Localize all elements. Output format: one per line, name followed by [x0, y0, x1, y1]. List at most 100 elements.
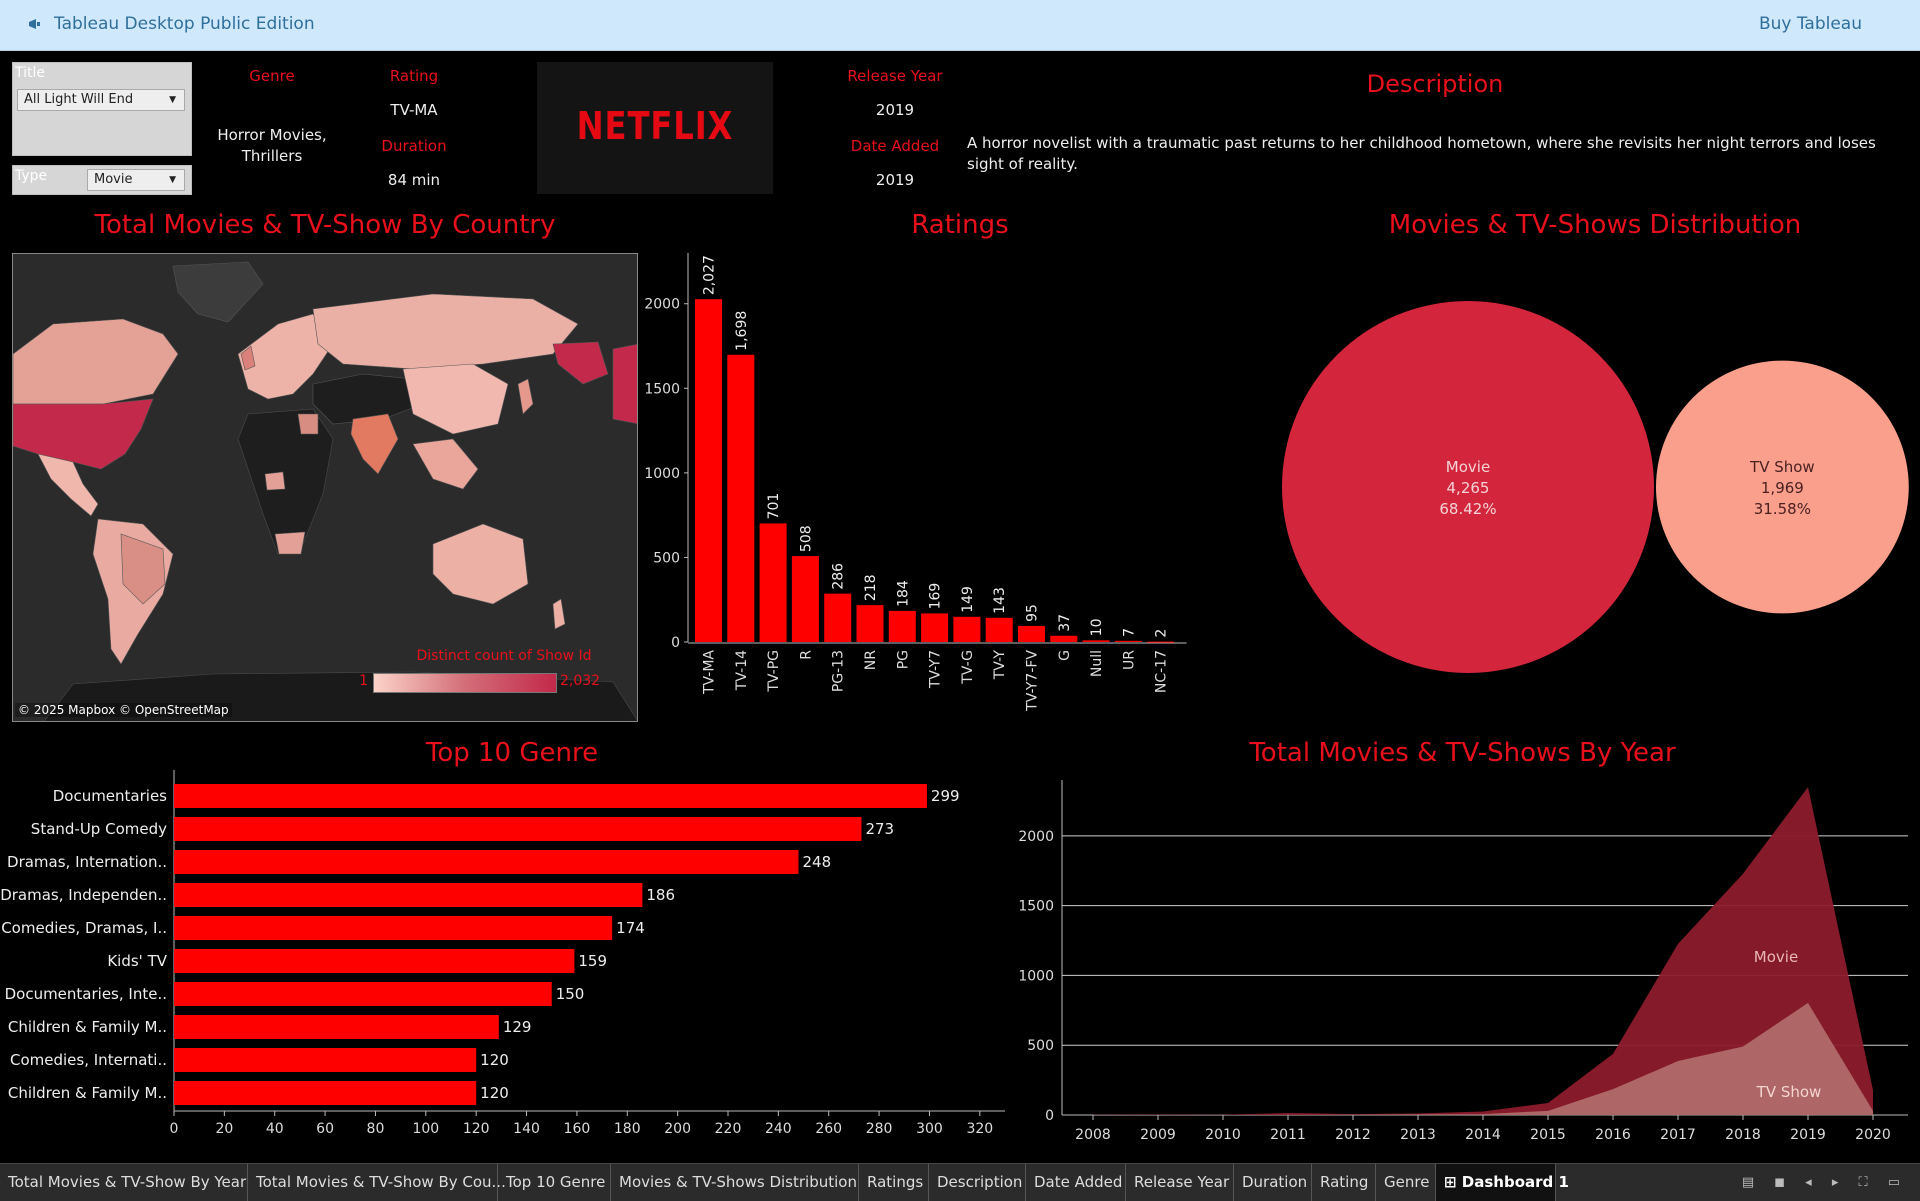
mexico-shape [37, 453, 99, 517]
tab-1[interactable]: Total Movies & TV-Show By Year [0, 1164, 248, 1201]
rating-value-label: 7 [1121, 628, 1137, 637]
japan-shape [517, 378, 534, 415]
genre-category-label: Comedies, Internati.. [10, 1051, 167, 1069]
rating-bar [824, 593, 852, 642]
date-added-value: 2019 [875, 171, 915, 189]
tab-8[interactable]: Release Year [1126, 1164, 1234, 1201]
tab-nav-controls[interactable]: ▤ ◼ ◂ ▸ ⛶ ▭ [1741, 1175, 1908, 1190]
usa-shape [13, 398, 154, 470]
x-tick-label: 2008 [1075, 1127, 1111, 1143]
tab-6[interactable]: Description [929, 1164, 1026, 1201]
circle-category-label: TV Show [1749, 458, 1815, 476]
circle-percent-label: 31.58% [1754, 500, 1811, 518]
x-tick-label: 2020 [1855, 1127, 1891, 1143]
genre-chart[interactable]: 0 20 40 60 80 100 120 140 160 180 200 220 240 260 280 3… [0, 770, 1020, 1140]
tab-7[interactable]: Date Added [1026, 1164, 1126, 1201]
x-tick-label: 2017 [1660, 1127, 1696, 1143]
title-dropdown[interactable]: All Light Will End ▼ [17, 89, 185, 111]
genre-value-label: 299 [931, 787, 960, 805]
x-tick-label: 260 [815, 1121, 842, 1137]
genre-category-label: Stand-Up Comedy [31, 820, 167, 838]
release-year-value: 2019 [875, 101, 915, 119]
type-dropdown-value: Movie [94, 172, 133, 187]
tab-2[interactable]: Total Movies & TV-Show By Cou... [248, 1164, 506, 1201]
year-title: Total Movies & TV-Shows By Year [1249, 738, 1676, 768]
rating-bar [1147, 641, 1175, 643]
rating-bar [1018, 625, 1045, 642]
x-tick-label: 2009 [1140, 1127, 1176, 1143]
tab-12[interactable]: ⊞ Dashboard 1 [1436, 1164, 1569, 1201]
chevron-down-icon: ▼ [169, 175, 176, 185]
x-tick-label: 320 [966, 1121, 993, 1137]
tab-11[interactable]: Genre [1376, 1164, 1436, 1201]
duration-label: Duration [381, 137, 447, 155]
tab-4[interactable]: Movies & TV-Shows Distribution [611, 1164, 859, 1201]
year-chart[interactable]: 0 500 1000 1500 2000 2008 2009 2010 2011 2012 2013… [1000, 770, 1920, 1150]
app-title-bar: Tableau Desktop Public Edition Buy Table… [0, 0, 1920, 51]
tvshow-area [1093, 1002, 1873, 1115]
x-tick-label: 2016 [1595, 1127, 1631, 1143]
uk-shape [240, 345, 256, 371]
rating-category-label: TV-PG [766, 650, 782, 693]
circle-percent-label: 68.42% [1439, 500, 1496, 518]
y-tick-label: 500 [653, 550, 680, 566]
rating-value-label: 37 [1057, 614, 1073, 632]
canada-east-shape [612, 344, 637, 424]
map-attribution[interactable]: © 2025 Mapbox © OpenStreetMap [15, 703, 232, 717]
y-tick-label: 1000 [1018, 968, 1054, 984]
x-tick-label: 120 [463, 1121, 490, 1137]
x-tick-label: 40 [266, 1121, 284, 1137]
x-tick-label: 300 [916, 1121, 943, 1137]
rating-value-label: 701 [766, 493, 782, 520]
genre-bar [174, 949, 575, 973]
movie-series-label: Movie [1754, 948, 1798, 966]
description-label: Description [1366, 70, 1504, 98]
africa-shape [237, 408, 334, 555]
genre-bar [174, 1015, 499, 1039]
circle-category-label: Movie [1446, 458, 1490, 476]
genre-category-label: Comedies, Dramas, I.. [1, 919, 167, 937]
tab-5[interactable]: Ratings [859, 1164, 929, 1201]
ratings-chart[interactable]: 0 500 1000 1500 2000 2,027 TV-MA 1,698 TV-14 701 T… [640, 245, 1280, 725]
rating-value-label: 2 [1154, 629, 1170, 638]
rating-value-label: 143 [992, 587, 1008, 614]
genre-bar [174, 817, 862, 841]
x-tick-label: 200 [664, 1121, 691, 1137]
rating-value-label: 149 [960, 586, 976, 613]
rating-category-label: TV-Y [992, 650, 1008, 681]
egypt-shape [297, 413, 319, 435]
genre-bar [174, 883, 643, 907]
rating-bar [1082, 640, 1110, 642]
brazil-shape [120, 533, 166, 605]
title-filter-label: Title [15, 65, 46, 81]
buy-tableau-link[interactable]: Buy Tableau [1758, 14, 1862, 34]
genre-value-label: 120 [480, 1084, 509, 1102]
description-text: A horror novelist with a traumatic past … [967, 134, 1876, 173]
tab-3[interactable]: Top 10 Genre [498, 1164, 611, 1201]
rating-bar [1050, 635, 1078, 642]
ratings-title: Ratings [911, 210, 1009, 240]
tab-9[interactable]: Duration [1234, 1164, 1312, 1201]
x-tick-label: 140 [513, 1121, 540, 1137]
distribution-chart[interactable]: Movie 4,265 68.42% TV Show 1,969 31.58% [1270, 290, 1920, 680]
greenland-shape [172, 261, 264, 323]
x-tick-label: 160 [564, 1121, 591, 1137]
rating-value-label: 10 [1089, 618, 1105, 636]
map-legend-gradient [373, 673, 557, 693]
rating-bar [727, 354, 755, 642]
rating-category-label: NC-17 [1154, 650, 1170, 693]
type-dropdown[interactable]: Movie ▼ [87, 169, 185, 191]
rating-label: Rating [389, 67, 439, 85]
world-map[interactable]: Distinct count of Show Id 1 2,032 © 2025… [12, 253, 638, 722]
rating-value-label: 95 [1025, 604, 1041, 622]
date-added-label: Date Added [850, 137, 940, 155]
tvshow-circle [1656, 360, 1909, 614]
map-legend-min: 1 [359, 673, 368, 689]
movie-circle [1282, 301, 1654, 673]
netflix-logo: NETFLIX [537, 62, 773, 194]
south-africa-shape [274, 531, 306, 555]
rating-bar [921, 613, 949, 642]
tab-10[interactable]: Rating [1312, 1164, 1376, 1201]
genre-bar [174, 850, 799, 874]
x-tick-label: 0 [170, 1121, 179, 1137]
